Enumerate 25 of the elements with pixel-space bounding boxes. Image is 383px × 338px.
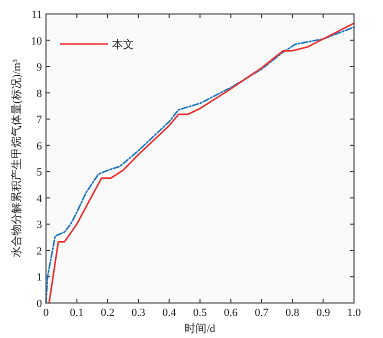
x-tick-label: 0.4: [162, 307, 177, 319]
y-tick-label: 0: [36, 298, 42, 310]
x-tick-label: 0.5: [193, 307, 208, 319]
legend-label: 本文: [112, 38, 134, 51]
y-tick-label: 8: [36, 88, 42, 100]
y-tick-label: 6: [36, 140, 42, 152]
x-tick-label: 0.9: [316, 307, 331, 319]
x-tick-label: 0.6: [224, 307, 238, 319]
y-tick-label: 11: [31, 9, 42, 21]
y-axis-title: 水合物分解累积产生甲烷气体量(标况)/m³: [10, 58, 23, 258]
x-tick-label: 1.0: [347, 307, 362, 319]
y-tick-label: 10: [31, 35, 42, 48]
x-tick-label: 0.1: [70, 307, 84, 319]
x-tick-label: 0.8: [286, 307, 300, 319]
y-tick-label: 9: [36, 62, 42, 74]
x-axis-title: 时间/d: [184, 322, 216, 335]
x-tick-label: 0.2: [100, 307, 114, 319]
y-tick-label: 4: [36, 192, 42, 205]
y-tick-label: 1: [36, 272, 42, 284]
y-tick-label: 3: [36, 219, 42, 232]
x-tick-label: 0.3: [132, 307, 146, 319]
y-tick-label: 7: [36, 114, 42, 126]
x-tick-label: 0.7: [254, 307, 269, 319]
y-tick-label: 5: [36, 166, 42, 179]
y-tick-label: 2: [36, 245, 42, 258]
